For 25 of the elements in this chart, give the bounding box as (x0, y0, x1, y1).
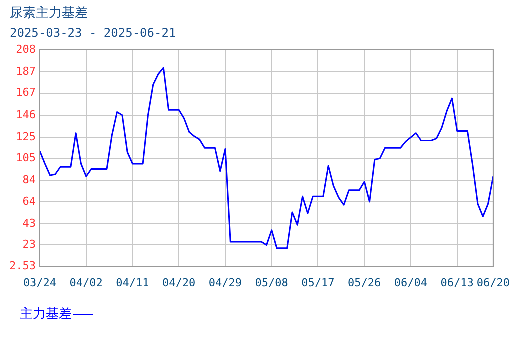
x-tick-label: 06/20 (476, 276, 510, 290)
x-tick-label: 05/26 (348, 276, 382, 290)
chart-subtitle: 2025-03-23 - 2025-06-21 (10, 26, 176, 40)
x-tick-label: 06/13 (440, 276, 474, 290)
y-tick-label: 167 (16, 86, 36, 100)
y-tick-label: 125 (16, 130, 36, 144)
x-tick-label: 04/11 (116, 276, 150, 290)
x-tick-label: 04/02 (70, 276, 103, 290)
y-tick-label: 84 (22, 174, 36, 187)
x-tick-label: 05/17 (302, 276, 335, 290)
y-tick-label: 43 (22, 216, 36, 230)
y-tick-label: 105 (16, 152, 36, 165)
legend-label: 主力基差 (20, 306, 72, 323)
x-tick-label: 03/24 (23, 276, 57, 290)
y-tick-label: 2.53 (10, 260, 36, 273)
y-tick-label: 208 (16, 42, 36, 56)
x-tick-label: 05/08 (255, 276, 288, 290)
y-tick-label: 64 (22, 194, 36, 208)
x-tick-label: 06/04 (394, 276, 428, 290)
x-tick-label: 04/29 (208, 276, 242, 290)
y-tick-label: 146 (16, 108, 36, 122)
x-tick-label: 04/20 (162, 276, 196, 290)
chart-title: 尿素主力基差 (10, 5, 88, 22)
y-tick-label: 23 (22, 238, 36, 252)
y-tick-label: 187 (16, 65, 36, 78)
